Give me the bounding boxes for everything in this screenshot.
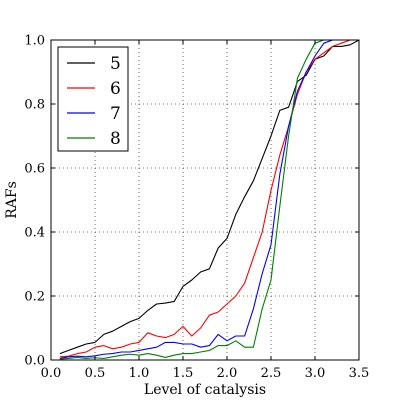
plot-area-frame (50, 39, 360, 361)
grid-lines (51, 40, 359, 360)
series-lines (59, 39, 360, 360)
y-axis-tick-labels: 0.0 0.2 0.4 0.6 0.8 1.0 (24, 34, 45, 369)
series-line-7 (59, 39, 359, 359)
x-tick-label: 0.5 (85, 366, 106, 381)
y-tick-label: 0.0 (24, 354, 45, 369)
y-tick-label: 0.6 (24, 162, 45, 177)
legend-label-5: 5 (110, 54, 121, 74)
legend-label-7: 7 (110, 104, 121, 124)
y-axis-label: RAFs (4, 181, 20, 219)
y-tick-label: 0.4 (24, 226, 45, 241)
legend-items: 5 6 7 8 (67, 54, 121, 149)
legend-label-6: 6 (110, 79, 121, 99)
x-tick-label: 2.5 (261, 366, 282, 381)
series-line-8 (59, 39, 359, 360)
x-tick-label: 2.0 (217, 366, 238, 381)
x-tick-label: 0.0 (41, 366, 62, 381)
legend-label-8: 8 (110, 129, 121, 149)
x-tick-label: 1.5 (173, 366, 194, 381)
y-tick-label: 0.8 (24, 98, 45, 113)
series-line-5 (59, 39, 360, 355)
y-tick-label: 1.0 (24, 34, 45, 49)
legend: 5 6 7 8 (57, 46, 129, 152)
x-axis-label: Level of catalysis (144, 382, 266, 398)
axis-ticks (50, 39, 360, 361)
y-tick-label: 0.2 (24, 290, 45, 305)
x-tick-label: 3.5 (349, 366, 370, 381)
x-tick-label: 1.0 (129, 366, 150, 381)
x-tick-label: 3.0 (305, 366, 326, 381)
legend-box (57, 46, 129, 152)
x-axis-tick-labels: 0.0 0.5 1.0 1.5 2.0 2.5 3.0 3.5 (41, 366, 370, 381)
